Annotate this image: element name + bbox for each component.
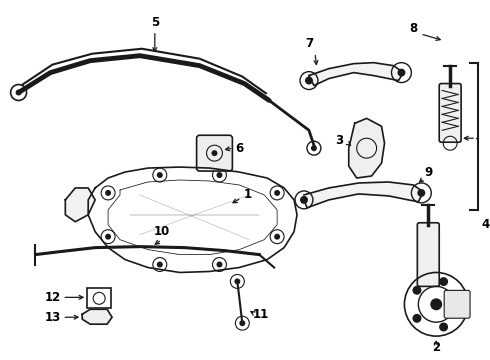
FancyBboxPatch shape [196, 135, 232, 171]
Circle shape [157, 172, 163, 178]
Circle shape [157, 261, 163, 267]
Text: 2: 2 [432, 341, 441, 354]
Circle shape [300, 196, 308, 204]
Circle shape [217, 172, 222, 178]
Text: 4: 4 [482, 218, 490, 231]
Polygon shape [65, 188, 95, 222]
Circle shape [239, 320, 245, 326]
Polygon shape [304, 182, 423, 208]
Circle shape [430, 298, 442, 310]
Circle shape [311, 145, 317, 151]
Circle shape [413, 286, 421, 295]
Circle shape [274, 190, 280, 196]
Text: 10: 10 [154, 225, 170, 238]
Circle shape [105, 234, 111, 240]
Circle shape [305, 77, 313, 85]
Text: 8: 8 [409, 22, 417, 35]
Circle shape [212, 150, 218, 156]
Circle shape [234, 278, 240, 284]
FancyBboxPatch shape [444, 291, 470, 318]
Circle shape [274, 234, 280, 240]
FancyBboxPatch shape [439, 84, 461, 142]
Polygon shape [82, 309, 112, 324]
Circle shape [417, 189, 425, 197]
Text: 12: 12 [44, 291, 61, 304]
Circle shape [439, 277, 448, 286]
Text: 1: 1 [243, 188, 251, 201]
Text: 3: 3 [335, 134, 343, 147]
Circle shape [439, 323, 448, 332]
Text: 13: 13 [44, 311, 61, 324]
Text: 6: 6 [235, 142, 244, 155]
Polygon shape [349, 118, 385, 178]
Polygon shape [309, 63, 403, 86]
Text: 11: 11 [253, 308, 270, 321]
Text: 9: 9 [424, 166, 432, 179]
Circle shape [105, 190, 111, 196]
Text: 5: 5 [151, 17, 159, 30]
Circle shape [397, 69, 405, 77]
Circle shape [217, 261, 222, 267]
Circle shape [413, 314, 421, 323]
FancyBboxPatch shape [417, 223, 439, 287]
Text: 7: 7 [305, 37, 313, 50]
Circle shape [456, 300, 465, 309]
Circle shape [16, 90, 22, 95]
